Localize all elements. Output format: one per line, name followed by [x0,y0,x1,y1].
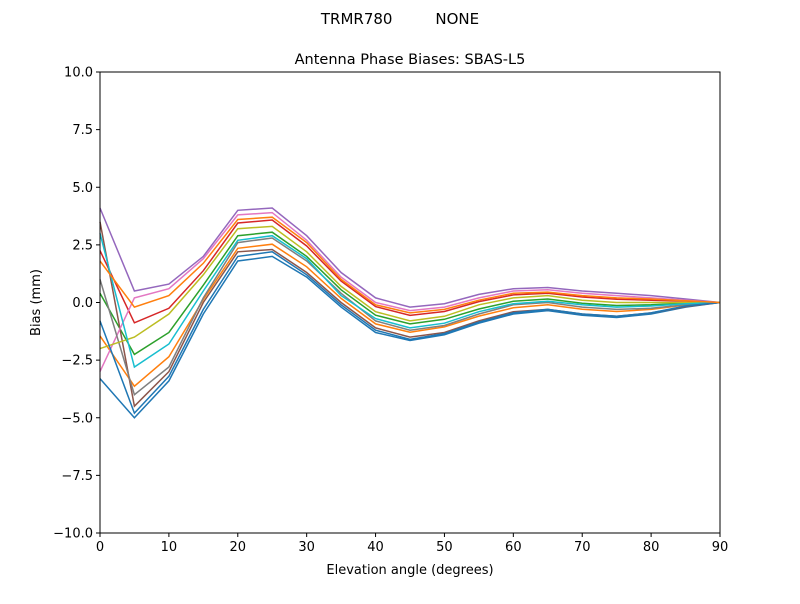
y-tick-label: 7.5 [72,123,93,138]
x-tick-label: 90 [712,540,729,555]
series-line-0 [99,255,721,419]
series-line-8 [99,225,720,350]
x-tick-label: 20 [230,540,247,555]
x-axis-label: Elevation angle (degrees) [326,563,493,578]
series-line-3 [99,219,721,324]
y-axis-label: Bias (mm) [29,269,44,336]
y-axis: −10.0 −7.5 −5.0 −2.5 0.0 2.5 5.0 7.5 10.0 [53,66,100,542]
series-line-10 [99,251,721,415]
y-tick-label: 0.0 [72,296,93,311]
chart-title: Antenna Phase Biases: SBAS-L5 [295,52,526,68]
x-tick-label: 30 [298,540,315,555]
x-tick-label: 50 [436,540,453,555]
x-tick-label: 0 [96,540,104,555]
series-line-9 [99,233,721,369]
y-tick-label: −5.0 [61,411,93,426]
x-tick-label: 10 [161,540,178,555]
series-line-11 [99,216,721,314]
series-line-6 [99,211,721,372]
series-line-7 [99,237,721,396]
y-tick-label: −10.0 [53,527,93,542]
y-tick-label: −2.5 [61,354,93,369]
y-tick-label: 10.0 [64,66,93,81]
series-line-2 [99,231,721,356]
y-tick-label: −7.5 [61,469,93,484]
x-tick-label: 70 [574,540,591,555]
x-tick-label: 80 [643,540,660,555]
series-line-5 [99,221,721,408]
x-axis: 0 10 20 30 40 50 60 70 80 90 [96,533,728,555]
x-tick-label: 40 [367,540,384,555]
x-tick-label: 60 [505,540,522,555]
series-line-4 [99,207,721,308]
suptitle: TRMR780 NONE [320,10,479,28]
series-lines [99,207,721,419]
y-tick-label: 2.5 [72,238,93,253]
y-tick-label: 5.0 [72,181,93,196]
